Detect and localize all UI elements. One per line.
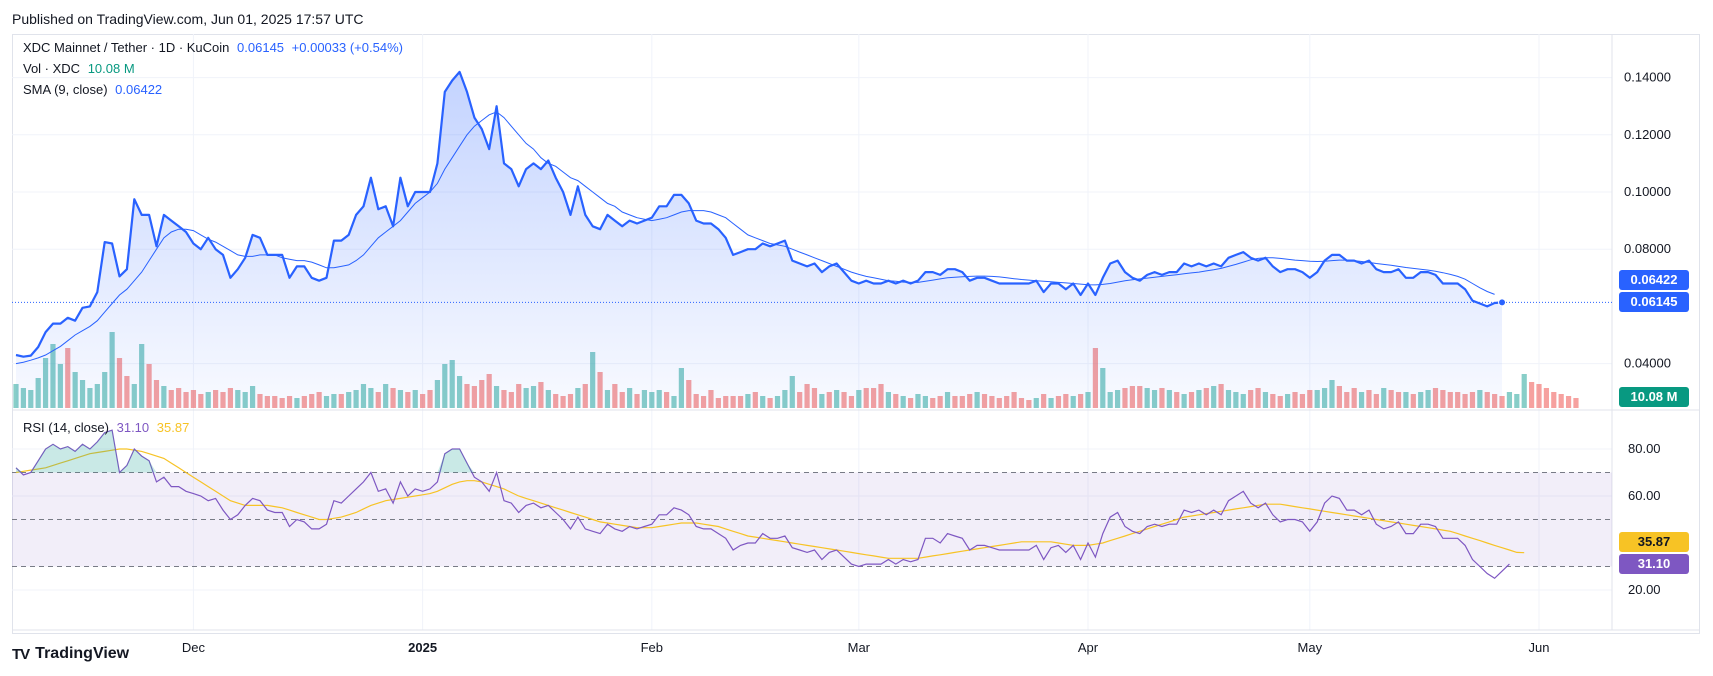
rsi-ma-line: [15, 448, 1525, 559]
volume-bar: [1514, 394, 1520, 408]
time-axis-tick: Mar: [848, 640, 871, 655]
sma-line: [15, 111, 1495, 365]
rsi-axis-tick: 20.00: [1628, 582, 1661, 597]
rsi-ma-value: 35.87: [156, 420, 190, 435]
volume-bar: [1543, 388, 1549, 408]
rsi-axis-tick: 80.00: [1628, 441, 1661, 456]
rsi-axis-tick: 60.00: [1628, 488, 1661, 503]
rsi-tag: 31.10: [1619, 554, 1689, 574]
volume-bar: [1506, 392, 1513, 408]
published-caption: Published on TradingView.com, Jun 01, 20…: [12, 11, 364, 27]
volume-label[interactable]: Vol · XDC: [23, 61, 81, 76]
volume-value: 10.08 M: [87, 61, 135, 76]
tradingview-logo-icon: TV: [12, 645, 30, 663]
volume-bar: [13, 384, 19, 408]
sma-legend[interactable]: SMA (9, close) 0.06422: [23, 82, 166, 97]
symbol-legend[interactable]: XDC Mainnet / Tether · 1D · KuCoin 0.061…: [23, 40, 407, 55]
price-axis-tick: 0.08000: [1624, 241, 1671, 256]
volume-bar: [1573, 398, 1579, 408]
price-change: +0.00033 (+0.54%): [291, 40, 403, 55]
volume-bar: [1565, 396, 1572, 408]
volume-bar: [1551, 392, 1557, 408]
chart-frame: [12, 34, 1700, 634]
sma-value: 0.06422: [115, 82, 163, 97]
last-price-dot: [1498, 298, 1507, 307]
time-axis-tick: Jun: [1529, 640, 1550, 655]
rsi-overbought-fill: [16, 430, 1510, 473]
time-axis-tick: Feb: [641, 640, 663, 655]
price-line: [15, 70, 1503, 358]
symbol-title[interactable]: XDC Mainnet / Tether · 1D · KuCoin: [23, 40, 230, 55]
time-axis-tick: Dec: [182, 640, 206, 655]
volume-bar: [1521, 374, 1527, 408]
time-axis-tick: Apr: [1078, 640, 1099, 655]
price-axis-tick: 0.10000: [1624, 184, 1671, 199]
price-axis-tick: 0.14000: [1624, 70, 1671, 85]
rsi-label[interactable]: RSI (14, close): [23, 420, 109, 435]
time-axis-tick: 2025: [408, 640, 437, 655]
volume-bar: [1536, 384, 1542, 408]
sma-price-tag: 0.06422: [1619, 270, 1689, 290]
time-axis-tick: May: [1298, 640, 1323, 655]
rsi-ma-tag: 35.87: [1619, 532, 1689, 552]
rsi-value: 31.10: [116, 420, 150, 435]
rsi-legend[interactable]: RSI (14, close) 31.10 35.87: [23, 420, 193, 435]
last-price: 0.06145: [237, 40, 285, 55]
tradingview-footer[interactable]: TV TradingView: [12, 645, 129, 663]
volume-bar: [1558, 394, 1564, 408]
price-axis-tick: 0.12000: [1624, 127, 1671, 142]
volume-bar: [1499, 396, 1505, 408]
volume-bar: [1529, 382, 1535, 408]
tradingview-brand: TradingView: [35, 645, 130, 662]
sma-label[interactable]: SMA (9, close): [23, 82, 108, 97]
price-area-fill: [16, 71, 1503, 409]
volume-legend[interactable]: Vol · XDC 10.08 M: [23, 61, 139, 76]
price-axis-tick: 0.04000: [1624, 356, 1671, 371]
last-price-tag: 0.06145: [1619, 292, 1689, 312]
volume-tag: 10.08 M: [1619, 387, 1689, 407]
rsi-line: [15, 429, 1510, 580]
